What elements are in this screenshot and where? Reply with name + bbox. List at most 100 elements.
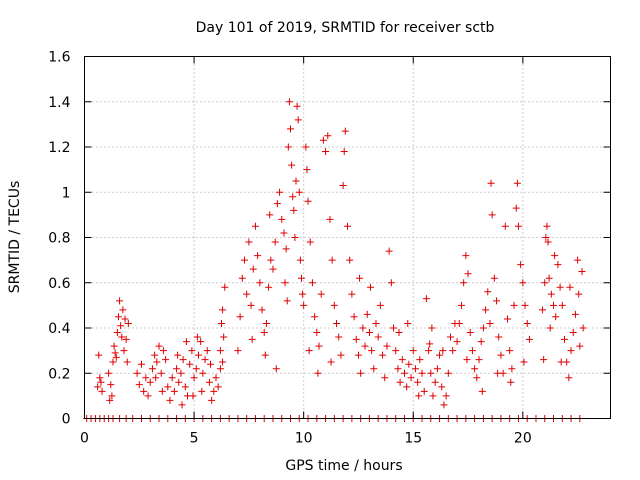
data-point: [415, 392, 423, 400]
data-point: [170, 387, 178, 395]
data-point: [179, 356, 187, 364]
data-point: [396, 378, 404, 386]
data-point: [428, 324, 436, 332]
data-point: [560, 335, 568, 343]
data-point: [539, 306, 547, 314]
data-point: [194, 351, 202, 359]
data-point: [363, 310, 371, 318]
data-point: [108, 392, 116, 400]
data-point: [426, 340, 434, 348]
data-point: [407, 374, 415, 382]
data-point: [188, 347, 196, 355]
data-point: [153, 358, 161, 366]
data-point: [493, 297, 501, 305]
data-point: [460, 279, 468, 287]
data-point: [96, 374, 104, 382]
data-point: [94, 383, 102, 391]
data-point: [457, 301, 465, 309]
data-point: [565, 374, 573, 382]
data-point: [305, 347, 313, 355]
data-point: [269, 265, 277, 273]
data-point: [98, 387, 106, 395]
data-point: [123, 358, 131, 366]
data-point: [433, 365, 441, 373]
data-point: [245, 238, 253, 246]
data-point: [576, 342, 584, 350]
data-point: [212, 374, 220, 382]
data-point: [314, 369, 322, 377]
data-point: [296, 256, 304, 264]
data-point: [192, 365, 200, 373]
data-point: [411, 365, 419, 373]
data-point: [449, 347, 457, 355]
data-point: [197, 338, 205, 346]
data-point: [186, 360, 194, 368]
data-point: [105, 369, 113, 377]
data-point: [436, 351, 444, 359]
data-point: [455, 319, 463, 327]
data-point: [164, 383, 172, 391]
data-point: [113, 329, 121, 337]
data-point: [304, 197, 312, 205]
data-point: [261, 351, 269, 359]
data-point: [578, 267, 586, 275]
data-point: [418, 369, 426, 377]
data-point: [521, 301, 529, 309]
data-point: [556, 283, 564, 291]
data-point: [189, 392, 197, 400]
y-tick-label: 0: [62, 412, 71, 428]
data-point: [330, 301, 338, 309]
data-point: [106, 396, 114, 404]
data-point: [199, 369, 207, 377]
data-point: [300, 301, 308, 309]
data-point: [550, 301, 558, 309]
chart-title: Day 101 of 2019, SRMTID for receiver sct…: [196, 20, 495, 36]
data-point: [525, 335, 533, 343]
x-tick-label: 5: [190, 431, 199, 447]
data-point: [398, 356, 406, 364]
data-point: [146, 378, 154, 386]
data-point: [346, 256, 354, 264]
data-point: [303, 166, 311, 174]
data-point: [166, 396, 174, 404]
data-point: [357, 369, 365, 377]
data-point: [482, 306, 490, 314]
data-point: [575, 290, 583, 298]
data-point: [543, 222, 551, 230]
data-point: [385, 247, 393, 255]
data-point: [381, 374, 389, 382]
data-point: [471, 365, 479, 373]
data-point: [394, 365, 402, 373]
data-point: [519, 279, 527, 287]
data-point: [240, 256, 248, 264]
data-point: [306, 238, 314, 246]
data-point: [238, 274, 246, 282]
y-tick-label: 0.4: [48, 321, 70, 337]
data-point: [350, 313, 358, 321]
data-point: [271, 238, 279, 246]
data-point: [506, 347, 514, 355]
data-point: [507, 378, 515, 386]
data-point: [523, 319, 531, 327]
data-point: [335, 333, 343, 341]
data-point: [109, 358, 117, 366]
data-point: [144, 392, 152, 400]
data-point: [513, 179, 521, 187]
data-point: [387, 279, 395, 287]
data-point: [151, 351, 159, 359]
data-point: [324, 132, 332, 140]
data-point: [142, 374, 150, 382]
data-point: [219, 358, 227, 366]
data-point: [368, 347, 376, 355]
data-point: [111, 349, 119, 357]
data-point: [367, 283, 375, 291]
data-point: [554, 261, 562, 269]
data-point: [234, 347, 242, 355]
data-point: [248, 335, 256, 343]
data-point: [203, 347, 211, 355]
data-point: [495, 333, 503, 341]
data-point: [201, 356, 209, 364]
data-point: [247, 301, 255, 309]
data-point: [287, 125, 295, 133]
